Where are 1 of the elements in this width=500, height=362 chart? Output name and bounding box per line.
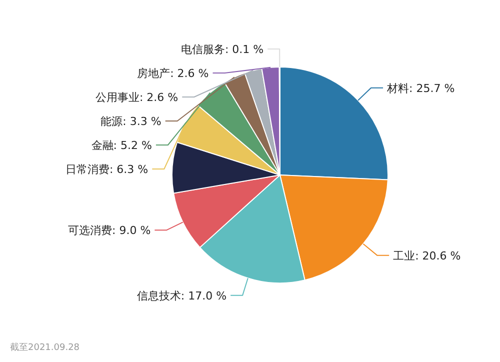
annotation: 截至2021.09.28 xyxy=(10,343,80,353)
